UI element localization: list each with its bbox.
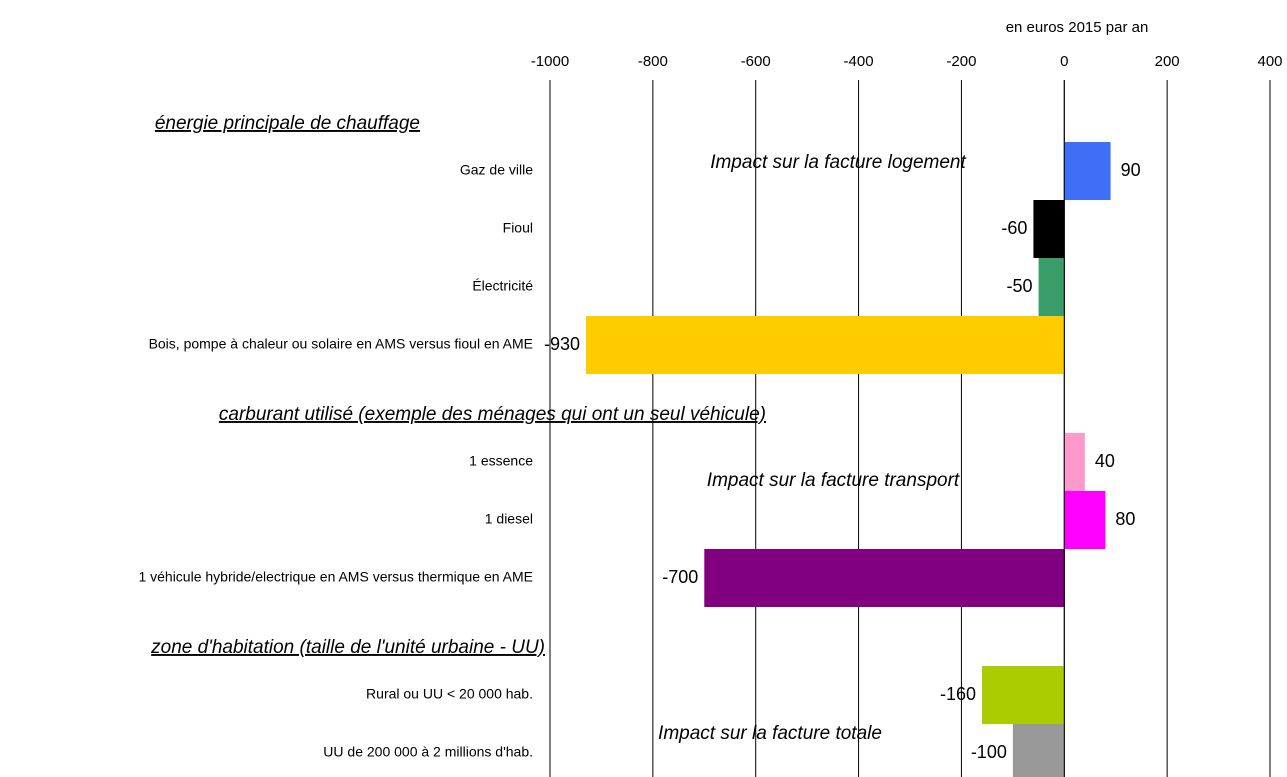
category-label: Gaz de ville (460, 162, 533, 178)
x-tick-label: -600 (741, 53, 771, 70)
annotation: Impact sur la facture logement (710, 152, 966, 173)
bar (1064, 433, 1085, 491)
bar (586, 316, 1065, 374)
x-tick-label: 0 (1060, 53, 1068, 70)
value-label: -930 (544, 334, 580, 354)
x-tick-label: -400 (844, 53, 874, 70)
bar (1038, 258, 1065, 316)
group-header: carburant utilisé (exemple des ménages q… (219, 404, 766, 425)
category-label: 1 diesel (485, 511, 533, 527)
category-label: 1 véhicule hybride/electrique en AMS ver… (138, 569, 533, 585)
axis-label: en euros 2015 par an (1006, 19, 1149, 36)
x-tick-label: 400 (1257, 53, 1282, 70)
group-header: énergie principale de chauffage (155, 113, 420, 134)
value-label: 80 (1115, 509, 1135, 529)
x-tick-label: -200 (946, 53, 976, 70)
category-label: Rural ou UU < 20 000 hab. (366, 686, 533, 702)
annotation: Impact sur la facture transport (707, 470, 960, 491)
value-label: 40 (1095, 451, 1115, 471)
bar (704, 549, 1065, 607)
value-label: -700 (662, 567, 698, 587)
bar (1033, 200, 1065, 258)
category-label: 1 essence (469, 453, 533, 469)
bar (1012, 724, 1065, 777)
annotation: Impact sur la facture totale (658, 723, 882, 744)
group-header: zone d'habitation (taille de l'unité urb… (150, 637, 545, 658)
category-label: Électricité (472, 278, 533, 294)
bar (1064, 491, 1106, 549)
bar (1064, 142, 1111, 200)
value-label: -100 (971, 742, 1007, 762)
value-label: -50 (1007, 276, 1033, 296)
category-label: UU de 200 000 à 2 millions d'hab. (323, 744, 533, 760)
x-tick-label: 200 (1155, 53, 1180, 70)
bar (982, 666, 1065, 724)
x-tick-label: -800 (638, 53, 668, 70)
value-label: -60 (1001, 218, 1027, 238)
x-tick-label: -1000 (531, 53, 569, 70)
value-label: 90 (1121, 160, 1141, 180)
value-label: -160 (940, 684, 976, 704)
category-label: Bois, pompe à chaleur ou solaire en AMS … (149, 336, 533, 352)
category-label: Fioul (503, 220, 533, 236)
